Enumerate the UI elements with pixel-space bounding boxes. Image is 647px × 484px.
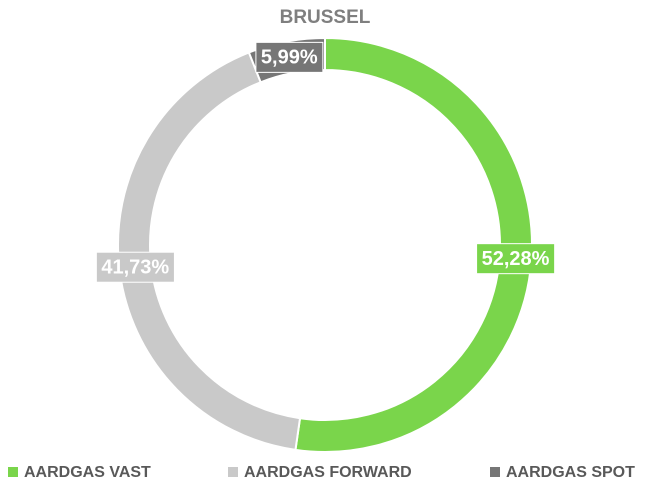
chart-title: BRUSSEL — [280, 7, 371, 28]
legend-swatch — [228, 467, 238, 477]
legend-swatch — [490, 467, 500, 477]
data-label: 5,99% — [255, 41, 324, 73]
data-label-box — [476, 243, 556, 275]
data-label: 52,28% — [476, 243, 556, 275]
data-label-box — [95, 251, 175, 283]
legend-label: AARDGAS SPOT — [506, 464, 635, 481]
data-label-text: 5,99% — [261, 47, 318, 69]
legend-swatch — [8, 467, 18, 477]
donut-segment — [116, 51, 302, 452]
data-label-text: 41,73% — [101, 256, 169, 278]
data-label-text: 52,28% — [482, 248, 550, 270]
data-label: 41,73% — [95, 251, 175, 283]
legend-label: AARDGAS VAST — [24, 464, 151, 481]
legend-label: AARDGAS FORWARD — [244, 464, 412, 481]
data-label-box — [255, 41, 324, 73]
